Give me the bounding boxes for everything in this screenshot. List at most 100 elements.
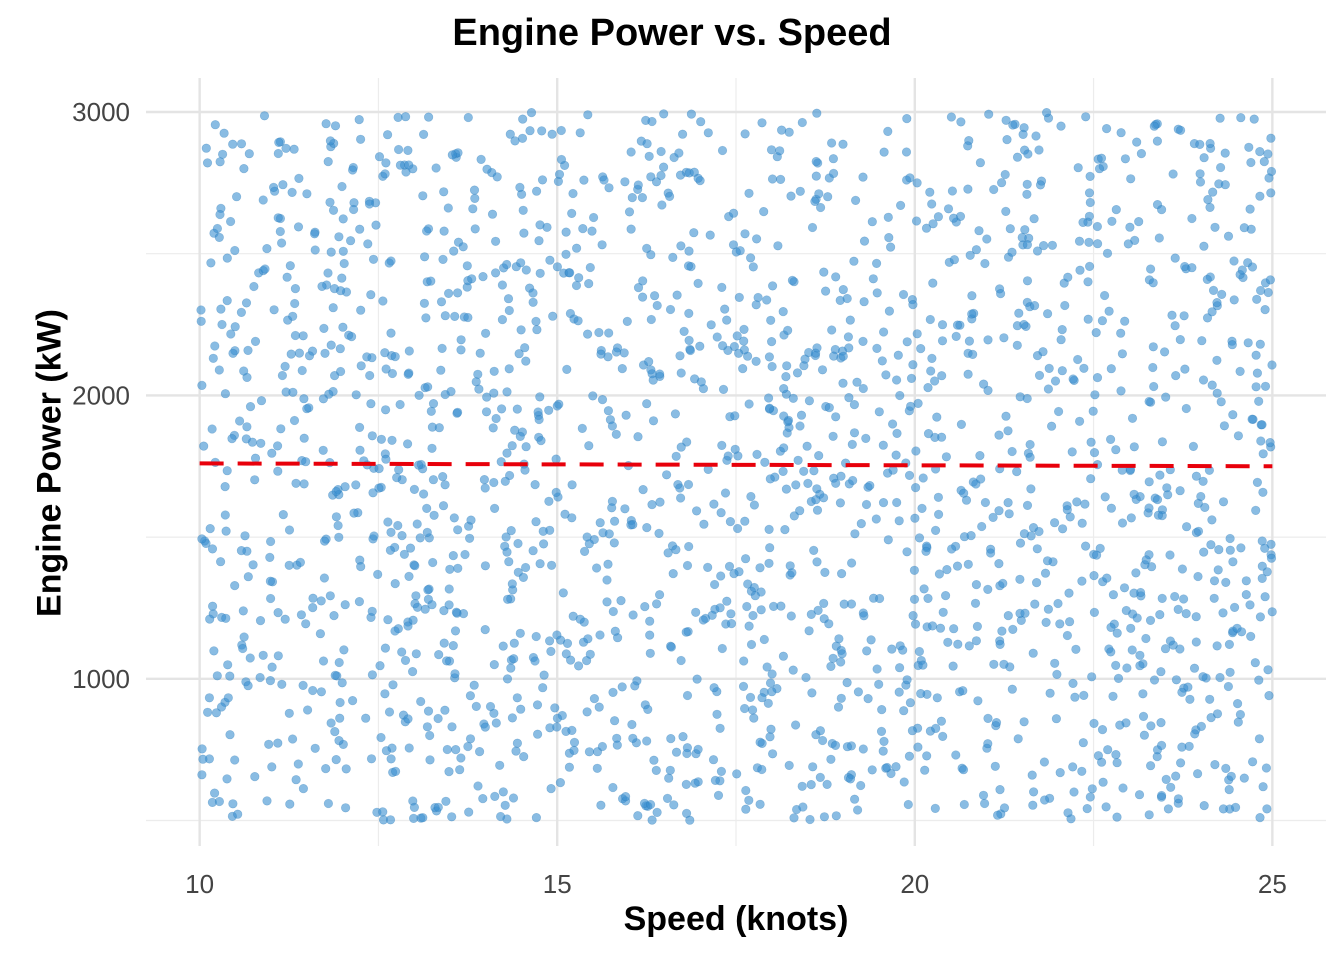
data-point [952, 561, 963, 571]
data-point [426, 276, 436, 286]
data-point [817, 365, 828, 375]
data-point [554, 169, 565, 179]
data-point [1135, 650, 1145, 660]
data-point [809, 545, 819, 556]
data-point [923, 593, 933, 604]
data-point [381, 454, 391, 464]
data-point [778, 466, 788, 477]
data-point [1084, 237, 1094, 247]
data-point [1215, 162, 1226, 173]
data-point [197, 380, 207, 391]
data-point [1135, 661, 1145, 671]
data-point [703, 128, 713, 138]
data-point [355, 422, 365, 433]
data-point [876, 726, 887, 737]
data-point [1175, 644, 1185, 654]
data-point [210, 120, 220, 130]
data-point [594, 702, 604, 712]
data-point [328, 205, 339, 215]
data-point [1090, 390, 1100, 400]
data-point [1144, 503, 1154, 513]
data-point [210, 341, 220, 351]
data-point [786, 611, 796, 621]
data-point [847, 439, 857, 450]
data-point [1082, 803, 1092, 814]
data-point [865, 481, 875, 491]
data-point [212, 671, 222, 681]
data-point [1069, 787, 1079, 797]
data-point [1032, 246, 1043, 256]
data-point [804, 626, 814, 636]
data-point [685, 345, 696, 356]
data-point [1161, 392, 1171, 402]
data-point [1233, 717, 1243, 727]
data-point [1074, 236, 1085, 246]
data-point [259, 111, 270, 121]
data-point [1215, 113, 1225, 123]
data-point [681, 779, 691, 790]
data-point [444, 584, 454, 594]
data-point [663, 548, 673, 558]
data-point [316, 596, 326, 606]
data-point [458, 242, 468, 252]
data-point [831, 478, 841, 488]
data-point [1155, 470, 1165, 480]
data-point [277, 679, 287, 689]
data-point [333, 520, 343, 531]
data-point [675, 170, 686, 180]
data-point [715, 603, 725, 613]
data-point [497, 315, 508, 325]
data-point [1191, 612, 1201, 622]
data-point [666, 642, 677, 652]
data-point [448, 550, 458, 561]
data-point [779, 411, 789, 421]
data-point [1145, 264, 1156, 274]
data-point [796, 410, 807, 420]
data-point [227, 434, 237, 444]
data-point [241, 434, 251, 444]
data-point [608, 606, 618, 617]
data-point [1209, 576, 1220, 586]
data-point [671, 545, 681, 555]
data-point [1223, 681, 1233, 692]
data-point [1258, 449, 1268, 459]
data-point [489, 388, 499, 398]
data-point [243, 345, 253, 356]
data-point [412, 602, 423, 612]
data-point [757, 693, 767, 703]
data-point [1197, 336, 1207, 346]
data-point [512, 738, 523, 748]
data-point [808, 762, 818, 772]
data-point [858, 744, 868, 754]
data-point [255, 615, 266, 626]
data-point [453, 525, 463, 535]
data-point [779, 443, 789, 453]
data-point [963, 559, 973, 569]
data-point [686, 109, 697, 119]
trend-line [199, 461, 1273, 469]
data-point [551, 487, 561, 498]
data-point [1168, 169, 1178, 179]
data-point [633, 180, 643, 190]
data-point [567, 480, 577, 490]
data-point [198, 754, 208, 764]
data-point [525, 126, 535, 136]
data-point [584, 279, 594, 289]
data-point [469, 185, 480, 195]
data-point [1094, 164, 1105, 174]
data-point [264, 739, 274, 749]
data-point [894, 516, 904, 526]
data-point [403, 621, 413, 631]
data-point [1180, 364, 1190, 374]
data-point [983, 584, 993, 595]
data-point [276, 424, 286, 434]
data-point [652, 300, 662, 311]
data-point [422, 722, 433, 732]
data-point [303, 705, 313, 715]
data-point [751, 300, 761, 310]
data-point [958, 765, 969, 775]
data-point [795, 506, 805, 516]
data-point [1105, 434, 1116, 445]
data-point [964, 641, 974, 651]
data-point [573, 316, 583, 326]
